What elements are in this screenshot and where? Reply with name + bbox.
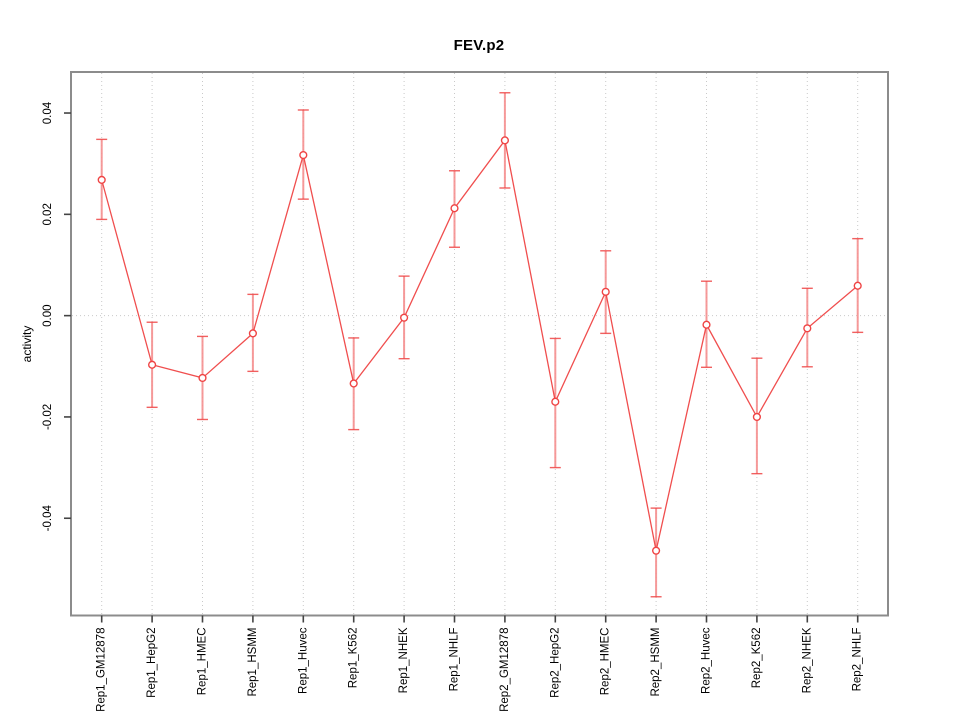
y-tick-label: -0.02: [42, 404, 54, 430]
data-point: [248, 329, 258, 338]
data-point: [803, 324, 812, 333]
x-tick-label: Rep1_HSMM: [247, 628, 259, 697]
data-point: [551, 397, 560, 406]
y-tick-label: 0.04: [42, 101, 54, 124]
chart-title: FEV.p2: [453, 37, 505, 54]
data-point: [400, 313, 409, 322]
data-point: [299, 150, 308, 160]
x-tick-label: Rep1_K562: [348, 628, 360, 689]
x-tick-label: Rep1_GM12878: [96, 628, 108, 712]
data-point: [702, 320, 711, 329]
x-tick-label: Rep2_K562: [751, 628, 763, 689]
y-tick-label: 0.02: [42, 203, 54, 225]
y-tick-label: 0.00: [42, 304, 54, 326]
data-point: [853, 281, 862, 290]
x-tick-label: Rep1_HMEC: [197, 628, 209, 696]
x-tick-label: Rep2_NHEK: [801, 627, 813, 693]
x-tick-label: Rep2_Huvec: [701, 627, 713, 694]
data-point: [752, 412, 762, 422]
x-tick-label: Rep2_HMEC: [600, 628, 612, 696]
data-point: [97, 175, 106, 184]
data-point: [450, 204, 459, 213]
y-tick-label: -0.04: [42, 505, 54, 532]
x-tick-label: Rep2_HepG2: [549, 628, 561, 698]
x-tick-label: Rep1_Huvec: [297, 627, 309, 694]
x-tick-label: Rep1_HepG2: [146, 628, 158, 698]
data-point: [601, 287, 610, 296]
x-tick-label: Rep2_GM12878: [499, 628, 511, 712]
x-tick-label: Rep1_NHLF: [449, 628, 461, 692]
data-point: [349, 379, 358, 388]
x-tick-label: Rep1_NHEK: [398, 627, 410, 693]
x-tick-label: Rep2_HSMM: [650, 628, 662, 697]
data-point: [148, 360, 157, 369]
data-point: [198, 373, 207, 383]
series-line: [101, 138, 859, 551]
data-point: [500, 136, 510, 145]
data-point: [651, 546, 661, 555]
x-tick-label: Rep2_NHLF: [852, 628, 864, 692]
plot-frame: [70, 71, 889, 617]
